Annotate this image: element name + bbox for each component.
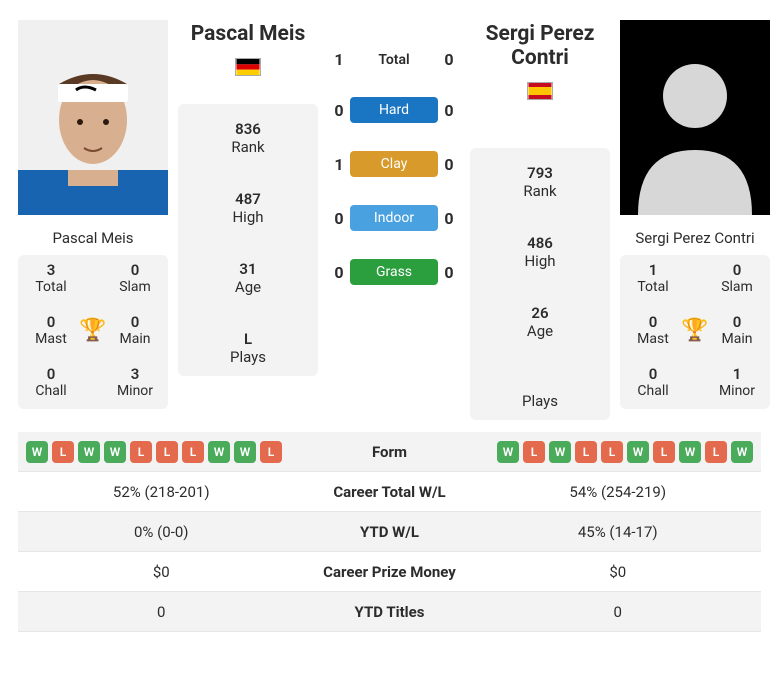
form-loss: L — [705, 441, 727, 463]
p2-ytd-wl: 45% (14-17) — [475, 517, 762, 547]
p1-titles-slam: 0Slam — [110, 261, 160, 295]
h2h-clay-row: 1 Clay 0 — [328, 151, 460, 177]
h2h-hard-label[interactable]: Hard — [350, 97, 438, 123]
player2-flag-icon — [527, 82, 553, 100]
h2h-grass-label[interactable]: Grass — [350, 259, 438, 285]
player1-stats-column: Pascal Meis 836Rank 487High 31Age LPlays — [178, 20, 318, 376]
p2-titles-mast: 0Mast — [628, 313, 678, 347]
p1-high: 487High — [186, 190, 310, 226]
p1-ytd-wl: 0% (0-0) — [18, 517, 305, 547]
form-win: W — [731, 441, 753, 463]
p2-career-prize: $0 — [475, 557, 762, 587]
ytd-wl-label: YTD W/L — [305, 517, 475, 547]
career-prize-row: $0 Career Prize Money $0 — [18, 552, 761, 592]
comparison-table: WLWWLLLWWL Form WLWLLWLWLW 52% (218-201)… — [0, 430, 779, 632]
ytd-titles-row: 0 YTD Titles 0 — [18, 592, 761, 632]
player1-column: Pascal Meis 3Total 0Slam 0Mast 🏆 0Main 0… — [18, 20, 168, 409]
form-row: WLWWLLLWWL Form WLWLLWLWLW — [18, 432, 761, 472]
h2h-hard-row: 0 Hard 0 — [328, 97, 460, 123]
p2-career-wl: 54% (254-219) — [475, 477, 762, 507]
h2h-clay-label[interactable]: Clay — [350, 151, 438, 177]
trophy-icon: 🏆 — [678, 318, 712, 343]
player2-photo — [620, 20, 770, 215]
player2-stats-column: Sergi Perez Contri 793Rank 486High 26Age… — [470, 20, 610, 420]
form-win: W — [26, 441, 48, 463]
player2-column: Sergi Perez Contri 1Total 0Slam 0Mast 🏆 … — [620, 20, 770, 409]
p2-titles-minor: 1Minor — [712, 365, 762, 399]
h2h-center: 1 Total 0 0 Hard 0 1 Clay 0 0 Indoor 0 0… — [328, 20, 460, 313]
form-win: W — [497, 441, 519, 463]
h2h-grass-row: 0 Grass 0 — [328, 259, 460, 285]
form-win: W — [104, 441, 126, 463]
p1-career-prize: $0 — [18, 557, 305, 587]
player2-stat-card: 793Rank 486High 26Age Plays — [470, 148, 610, 420]
career-wl-label: Career Total W/L — [305, 477, 475, 507]
p2-titles-chall: 0Chall — [628, 365, 678, 399]
trophy-icon: 🏆 — [76, 318, 110, 343]
form-loss: L — [182, 441, 204, 463]
p2-age: 26Age — [478, 304, 602, 340]
p2-titles-total: 1Total — [628, 261, 678, 295]
form-win: W — [208, 441, 230, 463]
form-win: W — [679, 441, 701, 463]
form-win: W — [78, 441, 100, 463]
form-loss: L — [52, 441, 74, 463]
p1-career-wl: 52% (218-201) — [18, 477, 305, 507]
form-loss: L — [575, 441, 597, 463]
h2h-total-row: 1 Total 0 — [328, 50, 460, 69]
player1-titles-card: 3Total 0Slam 0Mast 🏆 0Main 0Chall 3Minor — [18, 255, 168, 409]
form-win: W — [627, 441, 649, 463]
form-label: Form — [305, 437, 475, 467]
p2-high: 486High — [478, 234, 602, 270]
form-loss: L — [601, 441, 623, 463]
p1-ytd-titles: 0 — [18, 597, 305, 627]
ytd-titles-label: YTD Titles — [305, 597, 475, 627]
player1-name-under: Pascal Meis — [18, 215, 168, 255]
player2-name: Sergi Perez Contri — [470, 20, 610, 78]
p1-form: WLWWLLLWWL — [22, 441, 301, 463]
p1-titles-main: 0Main — [110, 313, 160, 347]
p1-titles-mast: 0Mast — [26, 313, 76, 347]
p2-rank: 793Rank — [478, 164, 602, 200]
player2-titles-card: 1Total 0Slam 0Mast 🏆 0Main 0Chall 1Minor — [620, 255, 770, 409]
form-loss: L — [156, 441, 178, 463]
h2h-indoor-label[interactable]: Indoor — [350, 205, 438, 231]
form-win: W — [234, 441, 256, 463]
p2-plays: Plays — [478, 374, 602, 410]
career-prize-label: Career Prize Money — [305, 557, 475, 587]
player2-name-under: Sergi Perez Contri — [620, 215, 770, 255]
p2-titles-slam: 0Slam — [712, 261, 762, 295]
player1-photo — [18, 20, 168, 215]
career-wl-row: 52% (218-201) Career Total W/L 54% (254-… — [18, 472, 761, 512]
p1-rank: 836Rank — [186, 120, 310, 156]
form-loss: L — [653, 441, 675, 463]
player1-name: Pascal Meis — [178, 20, 318, 54]
p1-titles-total: 3Total — [26, 261, 76, 295]
p1-age: 31Age — [186, 260, 310, 296]
form-loss: L — [260, 441, 282, 463]
form-win: W — [549, 441, 571, 463]
form-loss: L — [130, 441, 152, 463]
p2-titles-main: 0Main — [712, 313, 762, 347]
p1-titles-minor: 3Minor — [110, 365, 160, 399]
player1-flag-icon — [235, 58, 261, 76]
h2h-total-label: Total — [350, 52, 438, 68]
p2-ytd-titles: 0 — [475, 597, 762, 627]
p1-plays: LPlays — [186, 330, 310, 366]
h2h-indoor-row: 0 Indoor 0 — [328, 205, 460, 231]
player1-stat-card: 836Rank 487High 31Age LPlays — [178, 104, 318, 376]
form-loss: L — [523, 441, 545, 463]
p1-titles-chall: 0Chall — [26, 365, 76, 399]
p2-form: WLWLLWLWLW — [479, 441, 758, 463]
ytd-wl-row: 0% (0-0) YTD W/L 45% (14-17) — [18, 512, 761, 552]
head-to-head-header: Pascal Meis 3Total 0Slam 0Mast 🏆 0Main 0… — [0, 0, 779, 430]
